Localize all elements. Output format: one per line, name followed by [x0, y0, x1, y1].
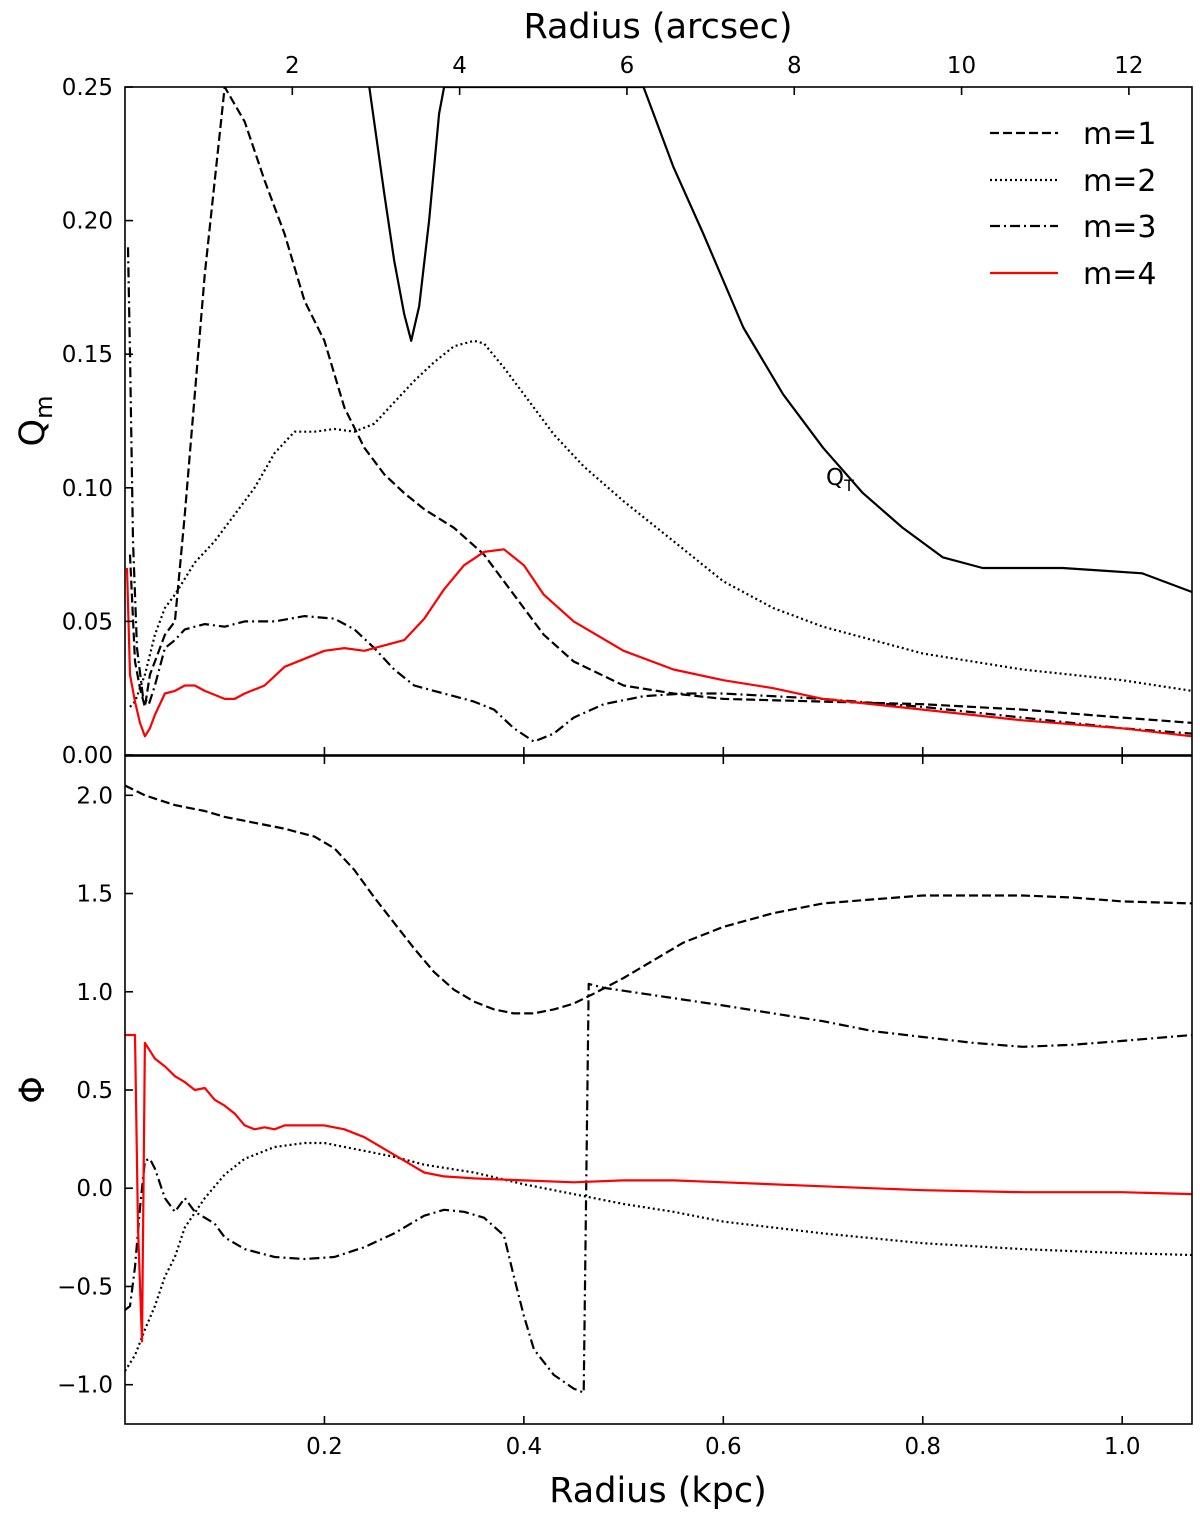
top-y-tick-label: 0.05 — [62, 609, 113, 635]
top-series-m-2 — [129, 339, 1192, 708]
top-arcsec-tick-label: 8 — [787, 53, 802, 79]
legend-label-m2: m=2 — [1083, 164, 1156, 199]
bottom-x-tick-label: 0.4 — [506, 1434, 543, 1460]
bottom-series-m-2 — [125, 1141, 1192, 1372]
top-y-tick-label: 0.20 — [62, 209, 113, 235]
top-y-ticks: 0.00 0.05 0.10 0.15 0.20 0.25 — [62, 75, 133, 769]
top-y-axis-title: Qm — [13, 396, 58, 447]
legend-label-m1: m=1 — [1083, 117, 1156, 152]
bottom-x-axis-title: Radius (kpc) — [549, 1471, 767, 1511]
bottom-x-tick-label: 1.0 — [1104, 1434, 1141, 1460]
legend: m=1 m=2 m=3 m=4 — [990, 117, 1156, 292]
top-y-tick-label: 0.25 — [62, 75, 113, 101]
qt-annotation-main: Q — [826, 465, 844, 491]
bottom-series-group — [125, 784, 1192, 1394]
top-arcsec-tick-label: 12 — [1114, 53, 1143, 79]
bottom-y-tick-label: 1.5 — [76, 882, 113, 908]
top-x-axis-title: Radius (arcsec) — [523, 7, 792, 47]
top-y-tick-label: 0.10 — [62, 476, 113, 502]
bottom-y-tick-label: 0.5 — [76, 1078, 113, 1104]
bottom-series-m-3 — [125, 982, 1192, 1394]
top-arcsec-ticks: 2 4 6 8 10 12 — [285, 53, 1144, 755]
legend-label-m4: m=4 — [1083, 257, 1156, 292]
bottom-y-ticks: −1.0 −0.5 0.0 0.5 1.0 1.5 2.0 — [57, 783, 133, 1399]
top-series-m-3 — [126, 247, 1192, 743]
bottom-y-tick-label: 2.0 — [76, 783, 113, 809]
bottom-x-tick-label: 0.8 — [904, 1434, 941, 1460]
bottom-y-axis-title: Φ — [13, 1076, 53, 1104]
bottom-y-tick-label: −0.5 — [57, 1274, 113, 1300]
bottom-x-tick-label: 0.6 — [705, 1434, 742, 1460]
top-series-m-1 — [128, 87, 1192, 724]
qt-annotation-sub: T — [843, 476, 854, 495]
bottom-series-m-4 — [125, 1033, 1192, 1343]
top-series-m-4 — [125, 548, 1192, 738]
top-series-group — [125, 87, 1192, 743]
qt-annotation: QT — [826, 465, 854, 495]
top-arcsec-tick-label: 4 — [452, 53, 467, 79]
top-arcsec-tick-label: 10 — [947, 53, 976, 79]
bottom-panel: −1.0−0.50.00.51.01.52.0 0.2 0.4 0.6 0.8 1.0 … — [13, 755, 1193, 1511]
top-panel: 0.00 0.05 0.10 0.15 0.20 0.25 2 4 6 8 10 12 Radius… — [13, 7, 1193, 769]
bottom-y-tick-label: 0.0 — [76, 1176, 113, 1202]
bottom-plot-frame — [124, 755, 1193, 1425]
top-y-tick-label: 0.15 — [62, 342, 113, 368]
bottom-series-m-1 — [125, 784, 1192, 1015]
top-y-axis-title-sub: m — [30, 396, 58, 419]
bottom-x-tick-label: 0.2 — [306, 1434, 343, 1460]
bottom-y-tick-label: −1.0 — [57, 1373, 113, 1399]
top-y-axis-title-main: Q — [13, 419, 53, 447]
bottom-y-tick-label: 1.0 — [76, 980, 113, 1006]
top-y-tick-label: 0.00 — [62, 743, 113, 769]
top-arcsec-tick-label: 2 — [285, 53, 300, 79]
legend-label-m3: m=3 — [1083, 210, 1156, 245]
top-series-q-t — [368, 87, 1192, 594]
top-plot-frame — [124, 86, 1193, 756]
bottom-x-ticks: 0.2 0.4 0.6 0.8 1.0 — [306, 756, 1140, 1460]
top-arcsec-tick-label: 6 — [620, 53, 635, 79]
